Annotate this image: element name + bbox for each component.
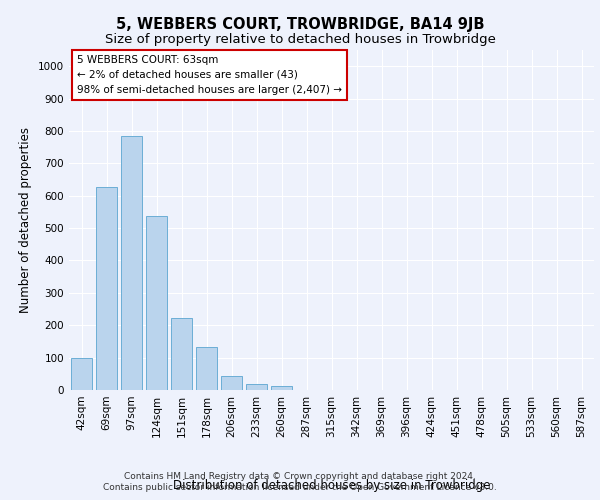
Bar: [71, 358, 92, 390]
Text: 5, WEBBERS COURT, TROWBRIDGE, BA14 9JB: 5, WEBBERS COURT, TROWBRIDGE, BA14 9JB: [116, 18, 484, 32]
X-axis label: Distribution of detached houses by size in Trowbridge: Distribution of detached houses by size …: [173, 478, 490, 492]
Bar: [221, 376, 242, 390]
Bar: [121, 136, 142, 390]
Bar: [246, 384, 267, 390]
Bar: [271, 386, 292, 390]
Text: Size of property relative to detached houses in Trowbridge: Size of property relative to detached ho…: [104, 32, 496, 46]
Bar: [196, 347, 217, 390]
Bar: [96, 186, 117, 390]
Y-axis label: Number of detached properties: Number of detached properties: [19, 127, 32, 313]
Text: 5 WEBBERS COURT: 63sqm
← 2% of detached houses are smaller (43)
98% of semi-deta: 5 WEBBERS COURT: 63sqm ← 2% of detached …: [77, 55, 342, 94]
Bar: [171, 318, 192, 390]
Bar: [146, 216, 167, 390]
Text: Contains HM Land Registry data © Crown copyright and database right 2024.
Contai: Contains HM Land Registry data © Crown c…: [103, 472, 497, 492]
